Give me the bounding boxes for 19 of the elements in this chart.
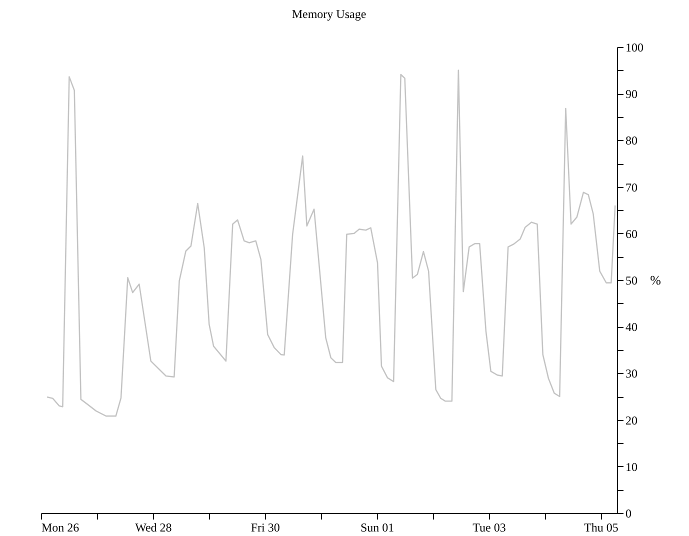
y-tick-label: 30 <box>626 366 638 381</box>
y-tick-label: 90 <box>626 87 638 102</box>
y-tick-label: 20 <box>626 413 638 428</box>
y-tick-label: 100 <box>626 40 644 54</box>
y-tick-label: 10 <box>626 460 638 474</box>
x-tick-label: Sun 01 <box>360 520 394 534</box>
y-tick-label: 80 <box>626 134 638 148</box>
y-axis-title: % <box>650 272 662 288</box>
x-tick-label: Fri 30 <box>250 520 280 534</box>
y-tick-label: 60 <box>626 226 638 241</box>
x-tick-label: Tue 03 <box>472 520 506 534</box>
chart-title: Memory Usage <box>292 7 366 21</box>
x-tick-label: Thu 05 <box>584 520 618 534</box>
y-tick-label: 70 <box>626 180 638 194</box>
x-tick-label: Mon 26 <box>42 520 80 534</box>
x-tick-label: Wed 28 <box>135 520 172 534</box>
y-tick-label: 50 <box>626 274 638 288</box>
y-tick-label: 0 <box>626 506 632 520</box>
y-tick-label: 40 <box>626 320 638 334</box>
